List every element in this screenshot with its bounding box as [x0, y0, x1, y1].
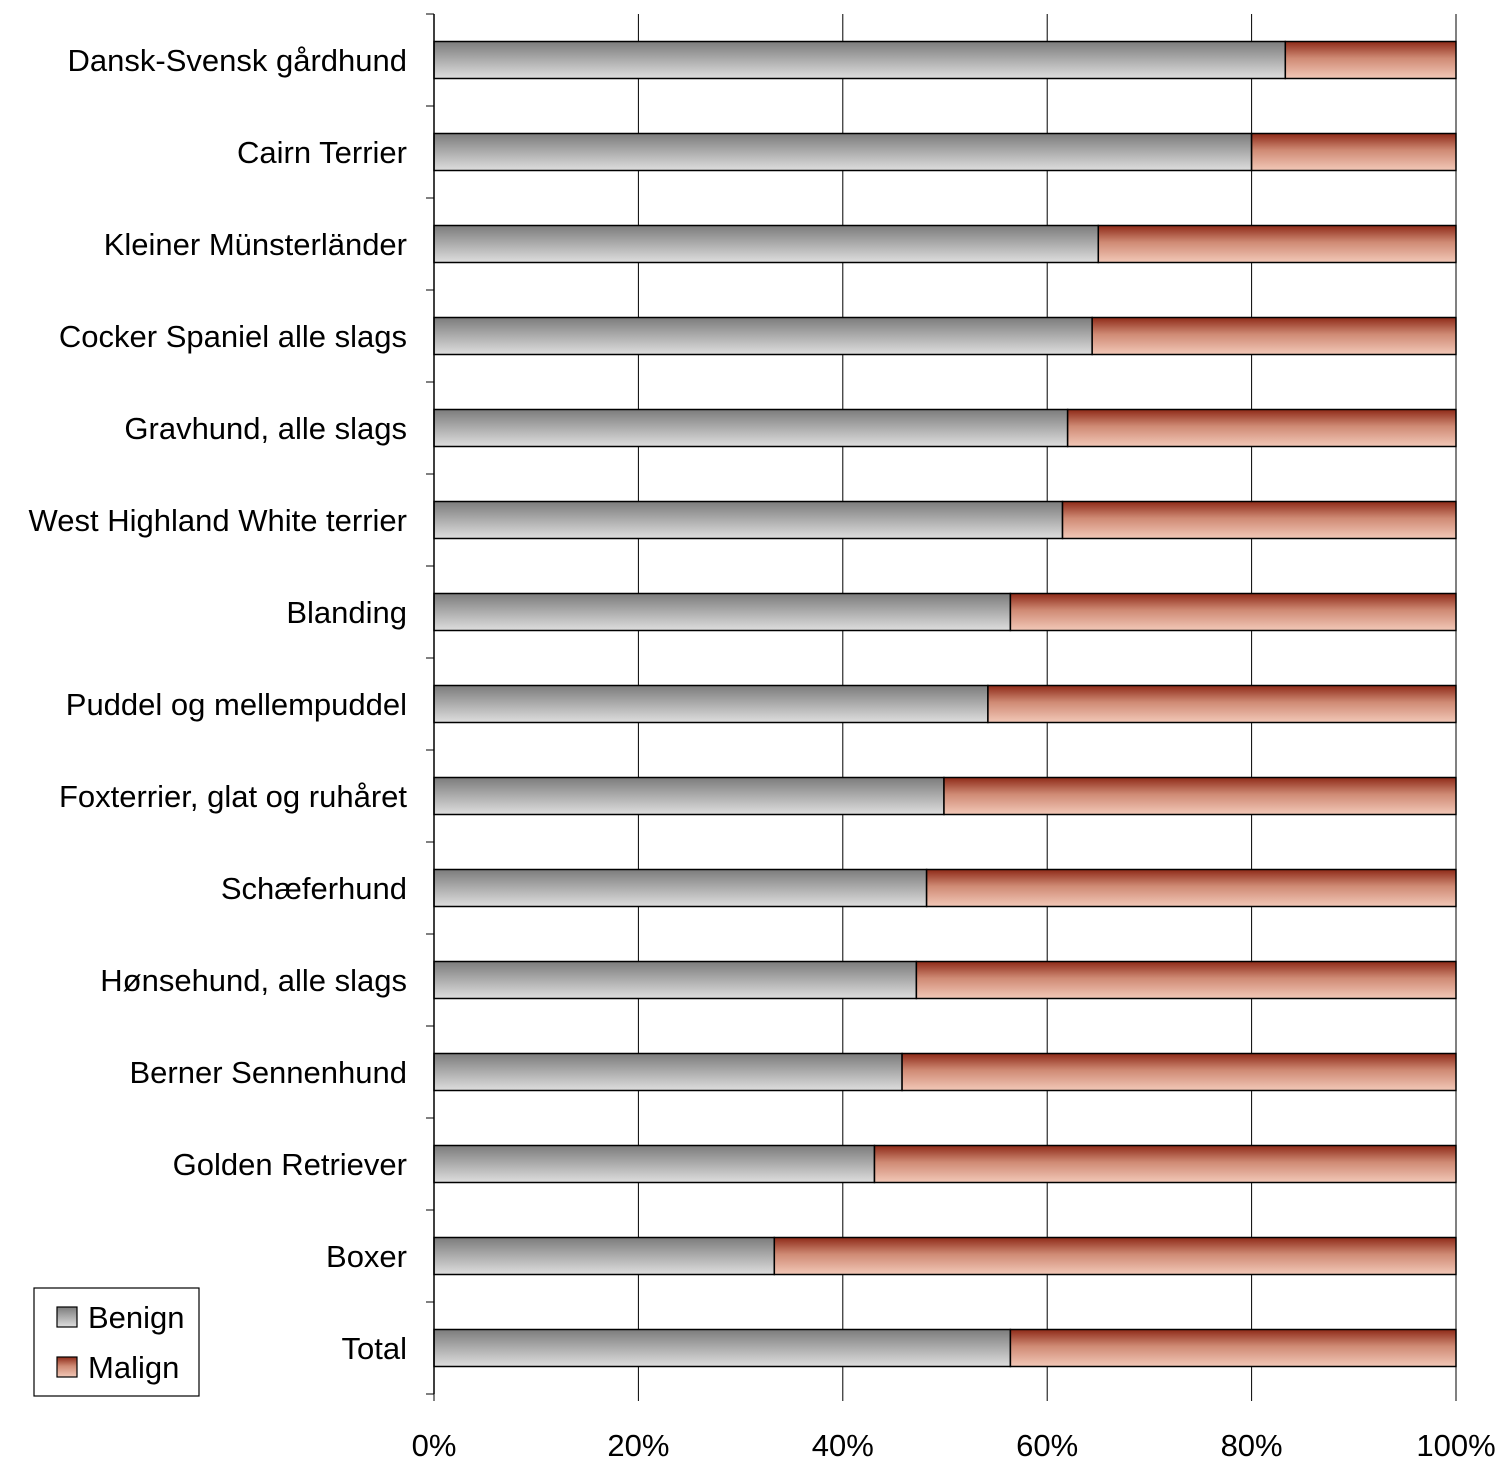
x-tick-label: 0% — [412, 1428, 457, 1458]
bar-benign — [433, 1328, 1012, 1368]
bar-malign — [915, 960, 1457, 1000]
legend-swatch-benign — [56, 1306, 78, 1328]
category-label: Boxer — [326, 1239, 407, 1274]
bar-benign — [433, 408, 1069, 448]
bar-malign — [873, 1144, 1457, 1184]
x-tick-label: 80% — [1221, 1428, 1283, 1458]
bar-benign — [433, 960, 918, 1000]
bar-malign — [1061, 500, 1457, 540]
x-tick-label: 40% — [812, 1428, 874, 1458]
bar-benign — [433, 684, 989, 724]
legend-label-malign: Malign — [88, 1350, 179, 1385]
bar-benign — [433, 132, 1253, 172]
bars — [433, 40, 1457, 1368]
category-label: Total — [342, 1331, 407, 1366]
bar-malign — [1097, 224, 1457, 264]
bar-benign — [433, 1144, 876, 1184]
category-label: Blanding — [286, 595, 407, 630]
bar-benign — [433, 316, 1093, 356]
bar-malign — [943, 776, 1457, 816]
legend-swatch-malign — [56, 1356, 78, 1378]
legend-label-benign: Benign — [88, 1300, 185, 1335]
category-label: Kleiner Münsterländer — [104, 227, 407, 262]
category-label: Puddel og mellempuddel — [66, 687, 407, 722]
legend-box — [33, 1287, 200, 1397]
category-label: Foxterrier, glat og ruhåret — [59, 779, 407, 814]
category-label: Dansk-Svensk gårdhund — [68, 43, 407, 78]
x-tick-label: 60% — [1016, 1428, 1078, 1458]
category-label: Hønsehund, alle slags — [100, 963, 407, 998]
bar-benign — [433, 224, 1100, 264]
bar-malign — [1009, 592, 1457, 632]
x-tick-label: 20% — [607, 1428, 669, 1458]
bar-malign — [773, 1236, 1457, 1276]
category-label: West Highland White terrier — [29, 503, 407, 538]
bar-malign — [987, 684, 1457, 724]
bar-benign — [433, 500, 1064, 540]
bar-benign — [433, 40, 1287, 80]
axes — [426, 13, 1457, 1401]
category-label: Gravhund, alle slags — [124, 411, 407, 446]
category-label: Schæferhund — [221, 871, 407, 906]
bar-malign — [925, 868, 1457, 908]
x-tick-labels: 0% 20% 40% 60% 80% 100% — [412, 1428, 1496, 1458]
x-tick-label: 100% — [1416, 1428, 1495, 1458]
bar-benign — [433, 1236, 776, 1276]
bar-benign — [433, 776, 945, 816]
category-labels: Dansk-Svensk gårdhund Cairn Terrier Kleine… — [29, 43, 408, 1366]
bar-malign — [1284, 40, 1457, 80]
category-label: Cairn Terrier — [237, 135, 407, 170]
bar-malign — [1091, 316, 1457, 356]
bar-benign — [433, 592, 1012, 632]
bar-malign — [1066, 408, 1457, 448]
bar-malign — [901, 1052, 1457, 1092]
bar-malign — [1250, 132, 1457, 172]
legend: Benign Malign — [33, 1287, 200, 1397]
bar-malign — [1009, 1328, 1457, 1368]
category-label: Golden Retriever — [173, 1147, 407, 1182]
bar-benign — [433, 868, 928, 908]
bar-benign — [433, 1052, 903, 1092]
category-label: Cocker Spaniel alle slags — [59, 319, 407, 354]
category-label: Berner Sennenhund — [129, 1055, 407, 1090]
